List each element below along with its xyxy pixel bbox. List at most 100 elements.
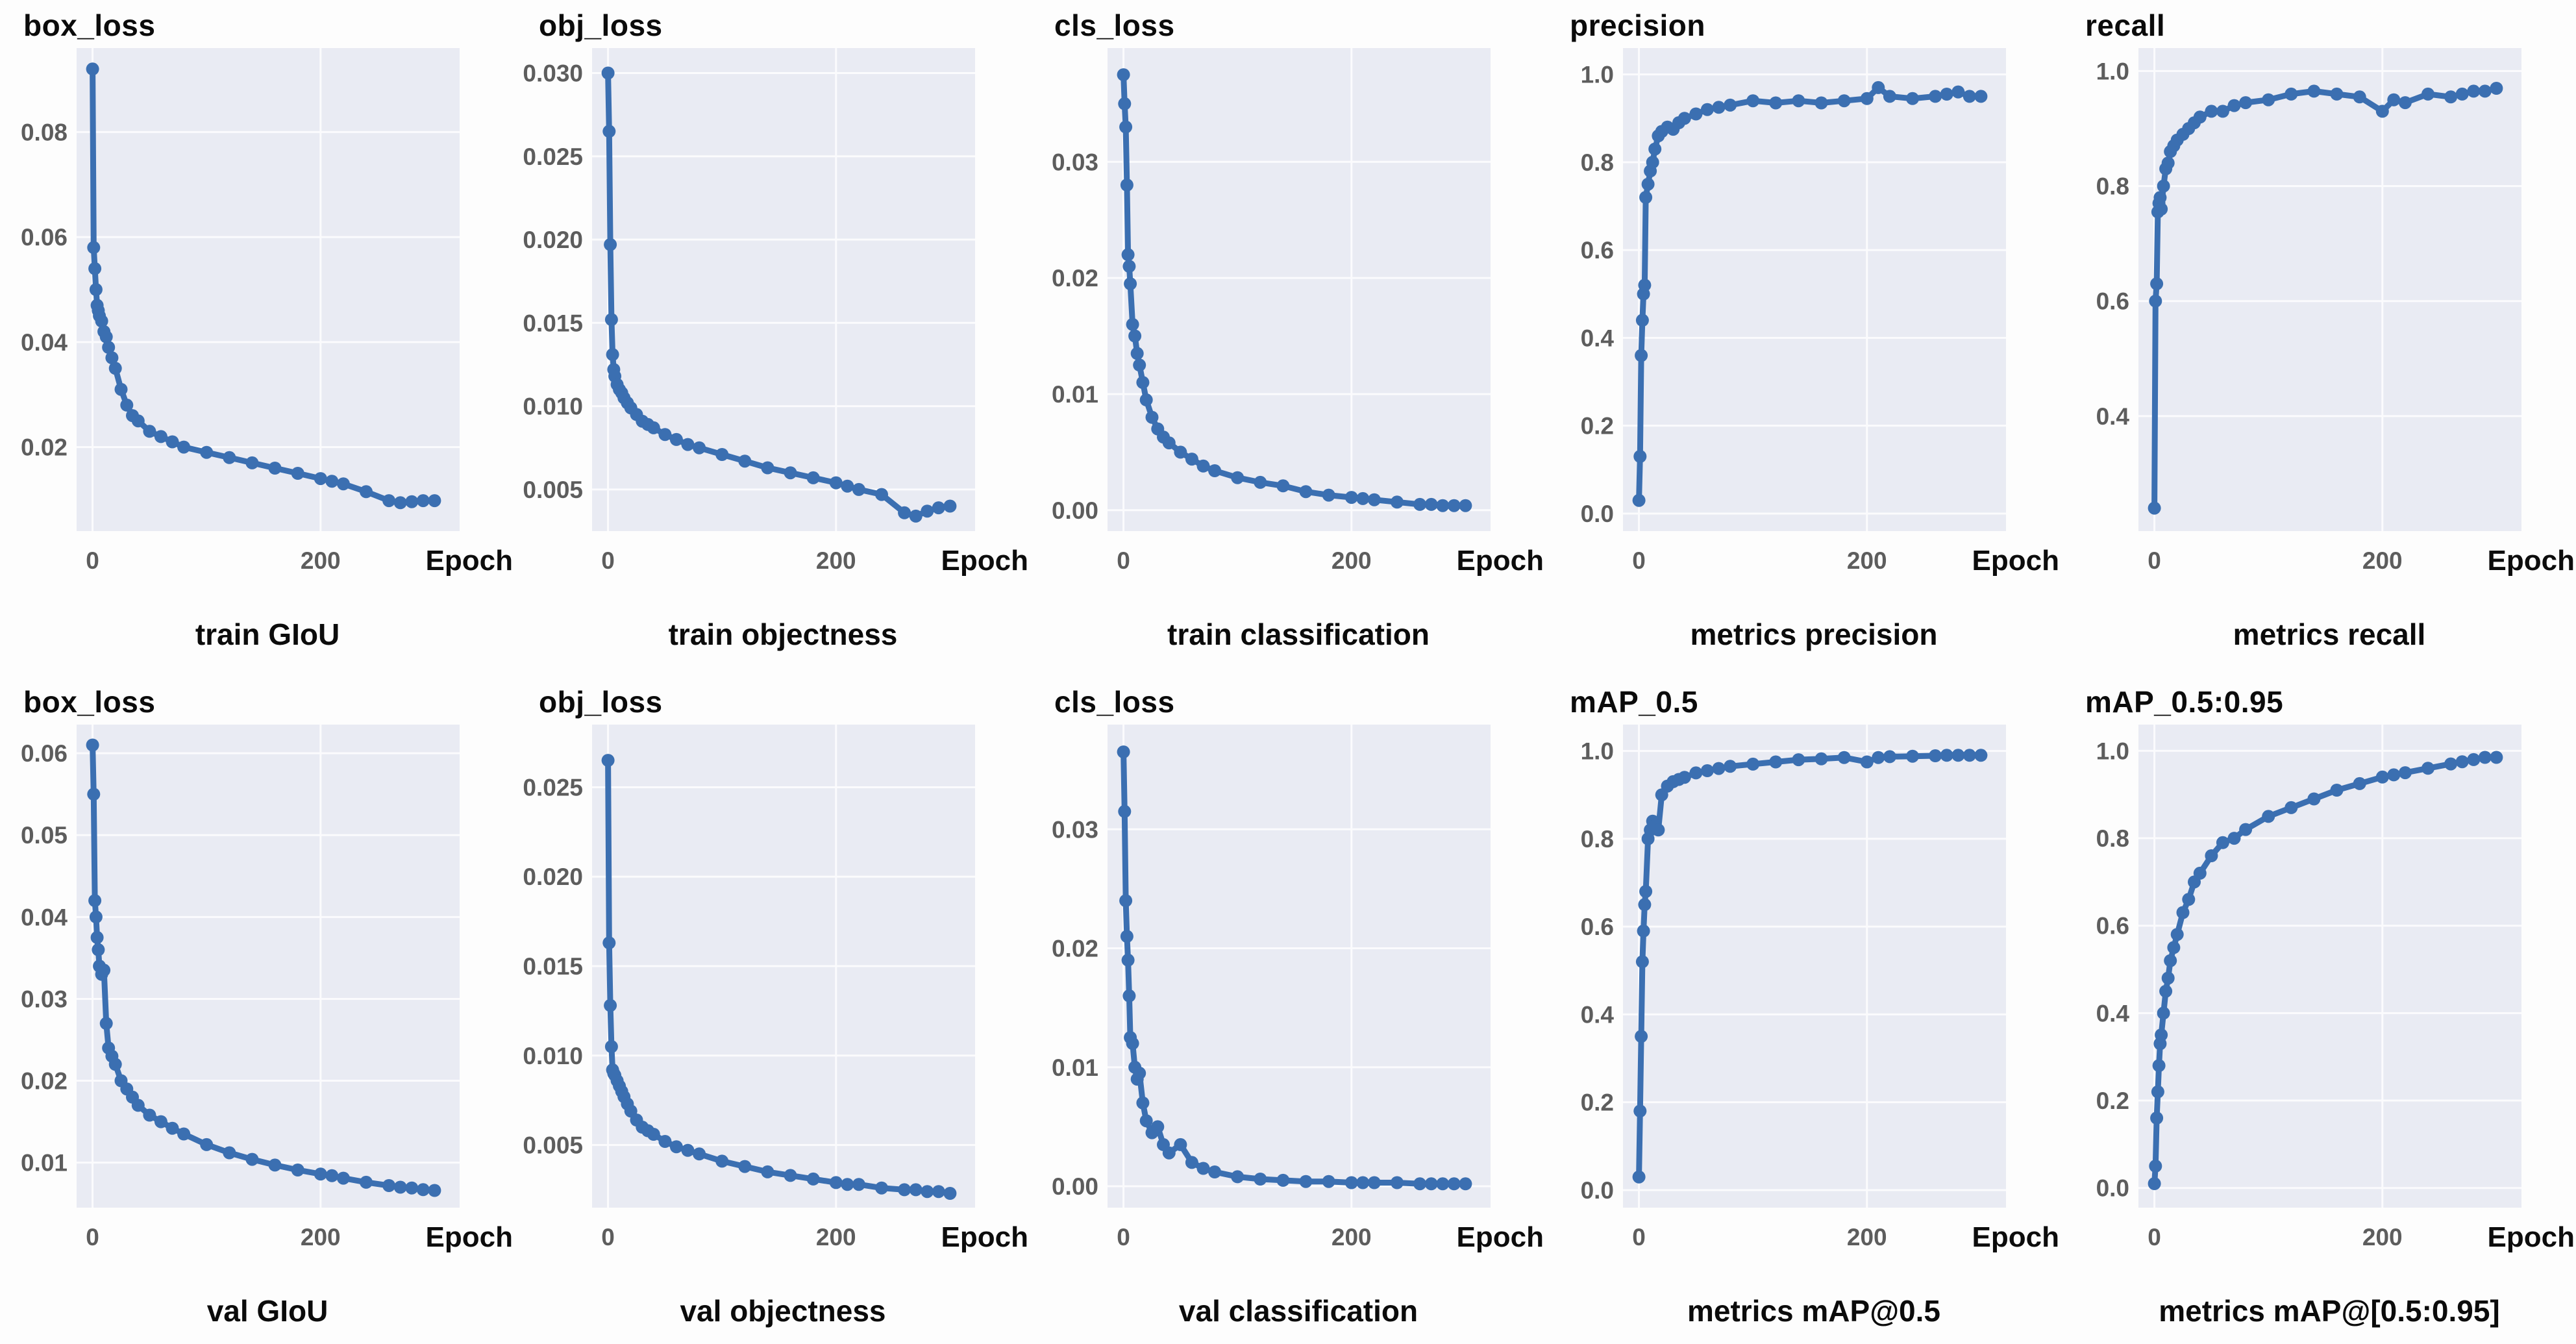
series-marker <box>105 351 119 365</box>
subplot-val-box-loss: box_loss 0.01 0.02 0.03 0.04 0.05 0.06 0 200 Epo… <box>0 680 515 1338</box>
chart-caption: val classification <box>1178 1294 1418 1328</box>
chart-svg: 0.00 0.01 0.02 0.03 0 200 Epoch <box>1052 48 1544 577</box>
subplot-train-box-loss: box_loss 0.02 0.04 0.06 0.08 0 200 Epoch train… <box>0 4 515 661</box>
series-marker <box>1637 924 1650 938</box>
series-marker <box>1391 495 1404 509</box>
series-marker <box>87 788 101 801</box>
y-tick-label: 0.6 <box>2096 913 2129 940</box>
y-tick-label: 0.010 <box>523 1043 583 1069</box>
plot-background <box>592 48 975 531</box>
series-marker <box>604 313 618 327</box>
x-axis-label: Epoch <box>941 545 1028 577</box>
subplot-map50-95: mAP_0.5:0.95 0.0 0.2 0.4 0.6 0.8 1.0 0 200 Epoch… <box>2062 680 2576 1338</box>
subplot-recall: recall 0.4 0.6 0.8 1.0 0 200 Epoch metrics rec… <box>2062 4 2576 661</box>
series-marker <box>1632 1170 1646 1184</box>
series-marker <box>1151 1120 1165 1134</box>
x-tick-label: 0 <box>2148 547 2161 574</box>
series-marker <box>1792 94 1805 108</box>
series-marker <box>1122 260 1136 273</box>
series-marker <box>1424 1177 1438 1191</box>
series-marker <box>1769 96 1783 110</box>
series-marker <box>1814 752 1828 765</box>
series-marker <box>2216 836 2229 849</box>
series-marker <box>2161 156 2175 170</box>
series-marker <box>2227 832 2241 845</box>
series-marker <box>143 1108 156 1122</box>
series-marker <box>86 738 99 752</box>
series-marker <box>1837 94 1851 108</box>
series-marker <box>108 362 122 375</box>
x-tick-label: 200 <box>301 547 341 574</box>
series-marker <box>909 509 923 523</box>
series-marker <box>99 330 113 343</box>
series-marker <box>604 238 617 251</box>
y-tick-label: 0.01 <box>1052 1054 1098 1081</box>
series-marker <box>1678 112 1691 125</box>
series-marker <box>1963 90 1976 103</box>
y-tick-label: 0.4 <box>1581 1001 1615 1028</box>
series-marker <box>1746 757 1760 771</box>
series-marker <box>1139 1114 1153 1128</box>
series-marker <box>336 1171 350 1185</box>
series-marker <box>154 1115 167 1128</box>
series-marker <box>1391 1176 1404 1189</box>
y-tick-label: 0.2 <box>1581 1089 1614 1116</box>
series-marker <box>393 496 407 510</box>
series-marker <box>1641 177 1655 191</box>
plot-background <box>77 725 460 1208</box>
y-tick-label: 0.025 <box>523 774 583 801</box>
series-marker <box>200 445 214 459</box>
x-tick-label: 200 <box>301 1224 341 1251</box>
series-marker <box>1136 1096 1150 1110</box>
series-marker <box>932 501 945 515</box>
plot-background <box>1108 725 1491 1208</box>
series-marker <box>86 62 99 76</box>
series-marker <box>114 382 128 396</box>
series-marker <box>245 1152 259 1166</box>
series-marker <box>2375 770 2389 784</box>
series-marker <box>1117 745 1130 759</box>
chart-plot-area: 0.005 0.010 0.015 0.020 0.025 0 200 Epoch <box>515 721 1031 1292</box>
series-marker <box>1814 96 1828 110</box>
series-marker <box>416 1183 430 1197</box>
series-marker <box>606 348 619 362</box>
x-tick-label: 200 <box>1331 547 1372 574</box>
y-tick-label: 0.2 <box>1581 413 1614 440</box>
x-tick-label: 200 <box>2362 1224 2403 1251</box>
series-marker <box>1700 764 1714 777</box>
series-marker <box>658 428 672 442</box>
chart-svg: 0.02 0.04 0.06 0.08 0 200 Epoch <box>21 48 513 577</box>
series-marker <box>1208 464 1222 477</box>
series-marker <box>2455 87 2469 101</box>
series-marker <box>95 314 108 328</box>
series-marker <box>1413 497 1427 511</box>
series-marker <box>2164 954 2177 967</box>
series-marker <box>806 471 820 484</box>
x-tick-label: 200 <box>2362 547 2403 574</box>
series-marker <box>693 441 706 454</box>
y-tick-label: 0.03 <box>1052 149 1098 175</box>
subplot-precision: precision 0.0 0.2 0.4 0.6 0.8 1.0 0 200 Epoch me… <box>1546 4 2062 661</box>
series-marker <box>943 499 957 513</box>
series-marker <box>1118 97 1132 110</box>
series-marker <box>1638 279 1652 292</box>
y-tick-label: 0.010 <box>523 393 583 420</box>
series-marker <box>2490 82 2503 95</box>
chart-caption: metrics recall <box>2233 617 2426 651</box>
y-tick-label: 0.005 <box>523 477 583 503</box>
series-marker <box>738 1160 752 1173</box>
y-tick-label: 0.020 <box>523 864 583 890</box>
series-marker <box>2205 105 2218 118</box>
chart-plot-area: 0.0 0.2 0.4 0.6 0.8 1.0 0 200 Epoch <box>1546 44 2062 616</box>
y-tick-label: 1.0 <box>2096 58 2129 84</box>
series-marker <box>738 454 752 468</box>
series-marker <box>1299 485 1313 499</box>
series-marker <box>1648 142 1662 156</box>
series-marker <box>2375 105 2389 118</box>
series-marker <box>1872 81 1885 94</box>
chart-title: box_loss <box>23 8 156 42</box>
x-tick-label: 0 <box>86 1224 99 1251</box>
series-marker <box>1447 499 1461 512</box>
series-marker <box>921 1185 934 1199</box>
series-marker <box>1906 749 1919 763</box>
